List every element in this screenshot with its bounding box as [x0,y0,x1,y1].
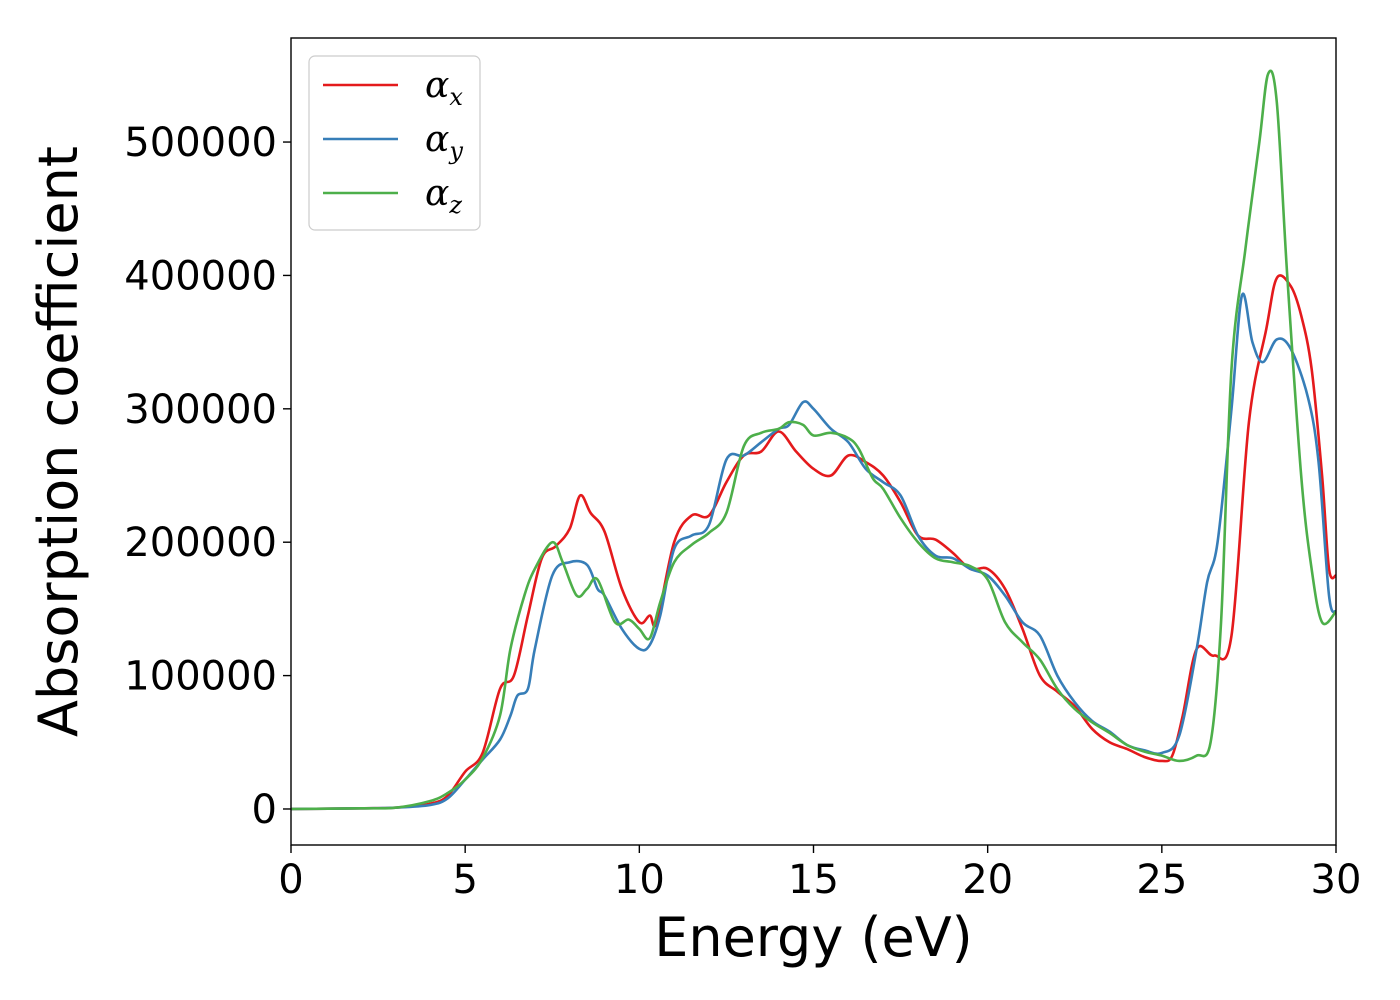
y-tick-label: 400000 [124,253,277,299]
legend-label-z: αz [425,173,462,219]
series-lines [291,69,1336,811]
x-tick-label: 30 [1311,857,1362,903]
x-axis-ticks: 0 5 10 15 20 25 30 [278,845,1361,903]
legend-box [308,55,481,231]
y-tick-label: 200000 [124,520,277,566]
x-tick-label: 20 [962,857,1013,903]
x-tick-label: 0 [278,857,303,903]
series-line-y [291,292,1336,811]
x-tick-label: 10 [614,857,665,903]
y-tick-label: 500000 [124,120,277,166]
y-axis-ticks: 0 100000 200000 300000 400000 500000 [124,120,291,833]
series-line-x [291,274,1336,811]
y-tick-label: 0 [252,787,277,833]
y-axis-title: Absorption coefficient [27,146,90,737]
x-tick-label: 5 [452,857,477,903]
y-tick-label: 100000 [124,654,277,700]
x-axis-title: Energy (eV) [654,906,973,969]
legend-label-y: αy [425,119,463,165]
series-line-z [291,69,1336,811]
x-tick-label: 15 [788,857,839,903]
legend-label-x: αx [425,65,463,111]
x-tick-label: 25 [1136,857,1187,903]
y-tick-label: 300000 [124,387,277,433]
legend: αx αy αz [308,55,481,231]
